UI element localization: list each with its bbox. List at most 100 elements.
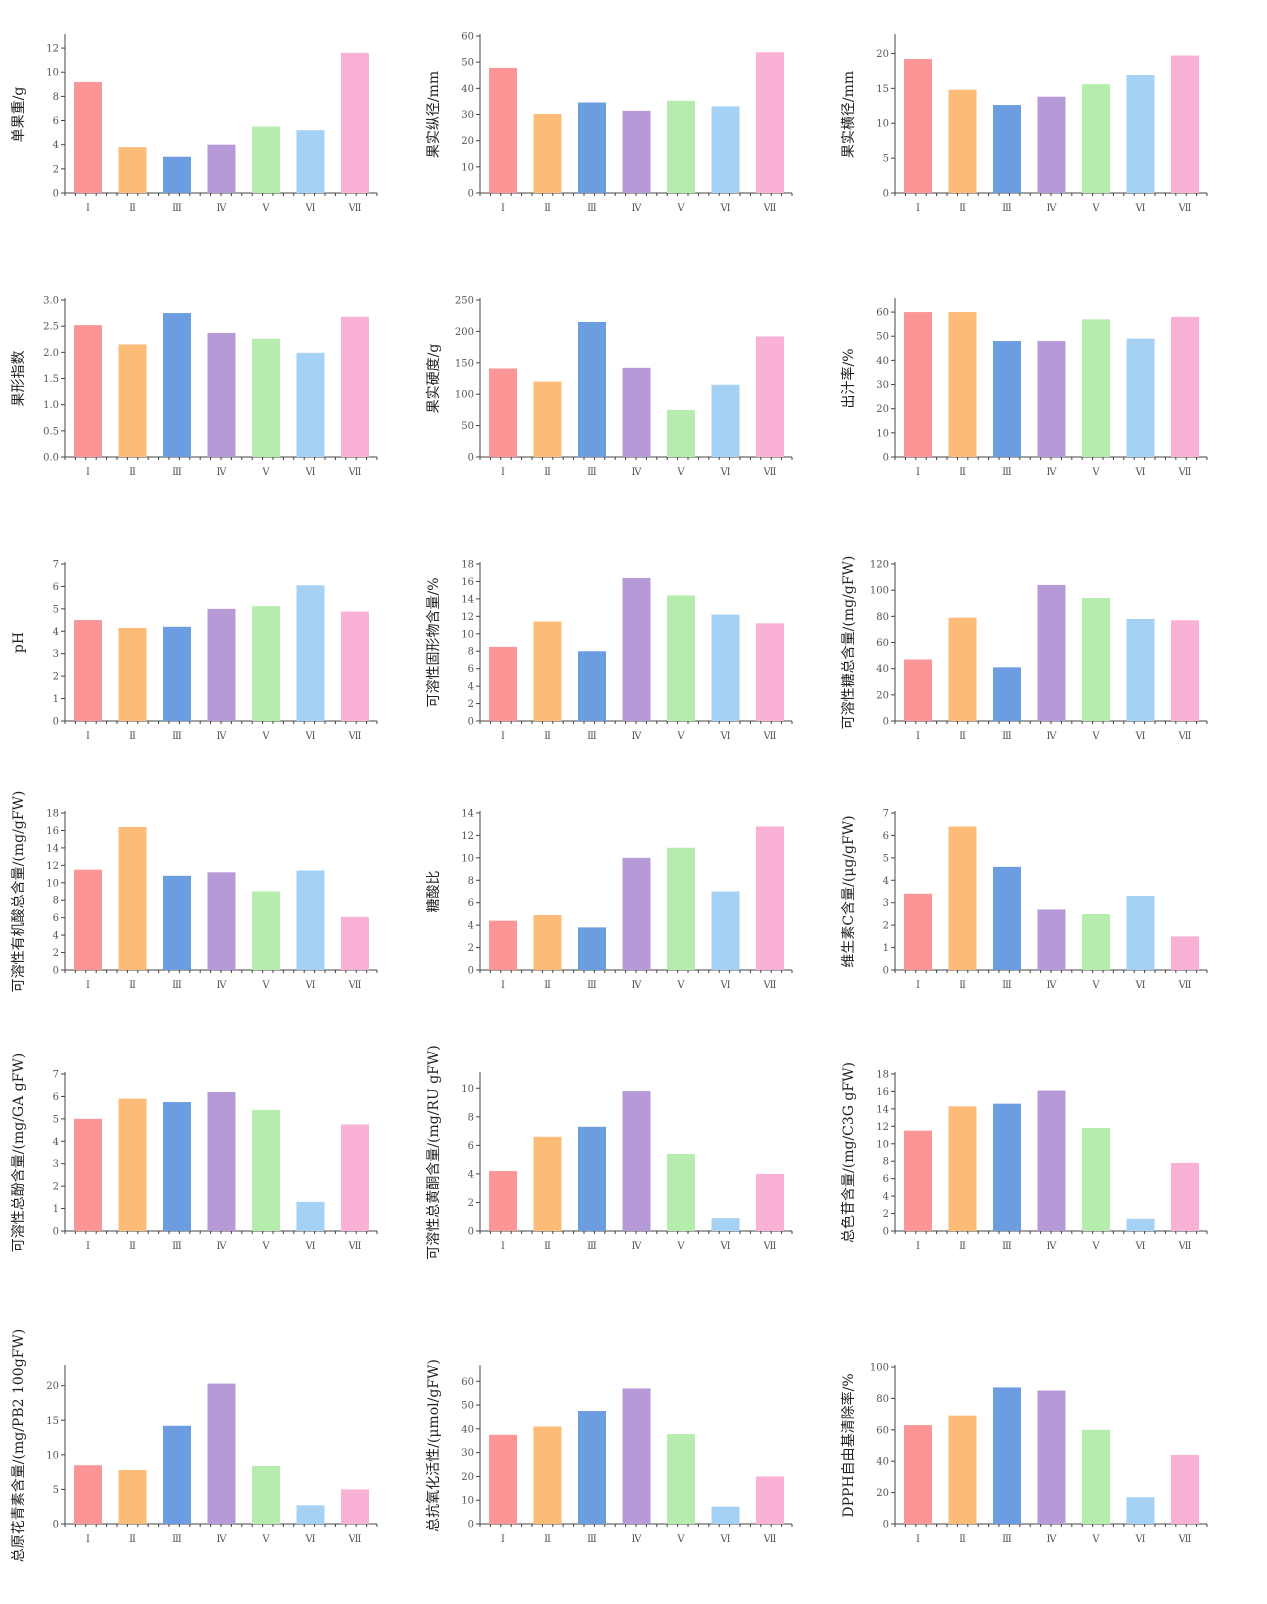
bar-2 <box>948 89 977 193</box>
y-tick-label: 10 <box>461 1496 474 1507</box>
x-tick-label: Ⅰ <box>86 203 90 214</box>
x-tick-label: Ⅴ <box>261 203 270 214</box>
bar-7 <box>1171 316 1199 457</box>
y-tick-label: 10 <box>46 1450 59 1461</box>
y-tick-label: 100 <box>870 1363 889 1374</box>
y-tick-label: 2 <box>468 943 474 954</box>
y-tick-label: 0 <box>883 717 889 728</box>
y-tick-label: 20 <box>876 49 889 60</box>
x-tick-label: Ⅴ <box>676 1534 685 1545</box>
bar-7 <box>756 1476 784 1524</box>
x-tick-label: Ⅴ <box>261 731 270 742</box>
bar-1 <box>904 1130 932 1231</box>
bar-2 <box>533 113 562 193</box>
y-tick-label: 20 <box>461 1472 474 1483</box>
y-tick-label: 0.0 <box>43 453 59 464</box>
chart-2: 0 10 20 30 40 50 60 Ⅰ Ⅱ Ⅲ Ⅳ Ⅴ Ⅵ Ⅶ 果实纵径/mm <box>426 32 793 214</box>
y-tick-label: 15 <box>876 84 889 95</box>
y-tick-label: 0 <box>883 1520 889 1531</box>
bar-1 <box>489 1434 517 1524</box>
chart-5: 0 50 100 150 200 250 Ⅰ Ⅱ Ⅲ Ⅳ Ⅴ Ⅵ Ⅶ 果实硬度/g <box>426 296 793 478</box>
bar-3 <box>993 341 1021 457</box>
bar-1 <box>904 312 932 457</box>
bar-2 <box>533 1136 562 1231</box>
bar-7 <box>341 316 369 457</box>
y-axis-label: 果实纵径/mm <box>426 71 442 158</box>
y-tick-label: 8 <box>53 896 59 907</box>
bar-5 <box>667 1434 695 1524</box>
y-tick-label: 20 <box>876 690 889 701</box>
bar-5 <box>667 100 695 193</box>
y-tick-label: 10 <box>461 629 474 640</box>
x-tick-label: Ⅴ <box>261 980 270 991</box>
x-tick-label: Ⅲ <box>1002 203 1012 214</box>
x-tick-label: Ⅱ <box>959 1241 966 1252</box>
bar-1 <box>904 659 932 721</box>
chart-9: 0 20 40 60 80 100 120 Ⅰ Ⅱ Ⅲ Ⅳ Ⅴ Ⅵ Ⅶ 可溶性糖总含量/(mg/gFW) <box>841 556 1208 742</box>
y-tick-label: 2 <box>468 1198 474 1209</box>
x-tick-label: Ⅶ <box>348 1241 362 1252</box>
bar-5 <box>667 1153 695 1231</box>
bar-3 <box>163 626 191 721</box>
y-tick-label: 6 <box>53 913 59 924</box>
x-tick-label: Ⅳ <box>217 731 228 742</box>
x-tick-label: Ⅳ <box>632 731 643 742</box>
bar-6 <box>1126 338 1155 457</box>
x-tick-label: Ⅰ <box>916 1241 920 1252</box>
y-tick-label: 4 <box>53 1137 59 1148</box>
bar-6 <box>1126 1497 1155 1524</box>
y-tick-label: 10 <box>461 1084 474 1095</box>
bar-6 <box>711 384 740 457</box>
x-tick-label: Ⅲ <box>172 203 182 214</box>
y-tick-label: 3.0 <box>43 296 59 307</box>
bar-4 <box>207 144 236 193</box>
y-tick-label: 10 <box>46 878 59 889</box>
y-tick-label: 4 <box>883 876 889 887</box>
y-tick-label: 14 <box>461 809 474 820</box>
x-tick-label: Ⅳ <box>632 1534 643 1545</box>
y-tick-label: 3 <box>53 649 59 660</box>
y-tick-label: 0 <box>883 1227 889 1238</box>
x-tick-label: Ⅳ <box>632 980 643 991</box>
bar-2 <box>948 826 977 970</box>
bar-7 <box>341 1489 369 1524</box>
y-tick-label: 0.5 <box>43 426 59 437</box>
y-tick-label: 2 <box>883 1209 889 1220</box>
x-tick-label: Ⅴ <box>261 1534 270 1545</box>
x-tick-label: Ⅲ <box>172 731 182 742</box>
bar-5 <box>252 126 280 193</box>
y-tick-label: 3 <box>883 898 889 909</box>
y-tick-label: 10 <box>876 428 889 439</box>
bar-6 <box>711 1218 740 1231</box>
y-tick-label: 6 <box>883 831 889 842</box>
bar-7 <box>341 916 369 970</box>
bar-5 <box>252 1109 280 1231</box>
y-tick-label: 30 <box>461 110 474 121</box>
y-tick-label: 7 <box>883 809 889 820</box>
bar-2 <box>118 344 147 457</box>
y-tick-label: 4 <box>53 931 59 942</box>
y-axis-label: 果实横径/mm <box>841 71 857 158</box>
y-tick-label: 0 <box>53 189 59 200</box>
y-tick-label: 4 <box>468 682 474 693</box>
y-tick-label: 7 <box>53 1070 59 1081</box>
y-axis-label: 单果重/g <box>11 87 27 143</box>
x-tick-label: Ⅰ <box>501 1534 505 1545</box>
bar-6 <box>1126 75 1155 193</box>
x-tick-label: Ⅴ <box>1091 1534 1100 1545</box>
x-tick-label: Ⅰ <box>501 203 505 214</box>
y-tick-label: 0 <box>468 966 474 977</box>
y-tick-label: 40 <box>876 664 889 675</box>
bar-2 <box>533 915 562 970</box>
bar-1 <box>904 1425 932 1524</box>
chart-6: 0 10 20 30 40 50 60 Ⅰ Ⅱ Ⅲ Ⅳ Ⅴ Ⅵ Ⅶ 出汁率/% <box>840 298 1208 478</box>
y-tick-label: 1.0 <box>43 400 59 411</box>
y-tick-label: 6 <box>468 898 474 909</box>
bar-5 <box>1082 1429 1110 1524</box>
bar-7 <box>1171 55 1199 193</box>
y-tick-label: 12 <box>876 1122 889 1133</box>
y-tick-label: 6 <box>468 664 474 675</box>
bar-3 <box>163 1425 191 1524</box>
y-tick-label: 5 <box>53 1114 59 1125</box>
y-tick-label: 40 <box>876 356 889 367</box>
